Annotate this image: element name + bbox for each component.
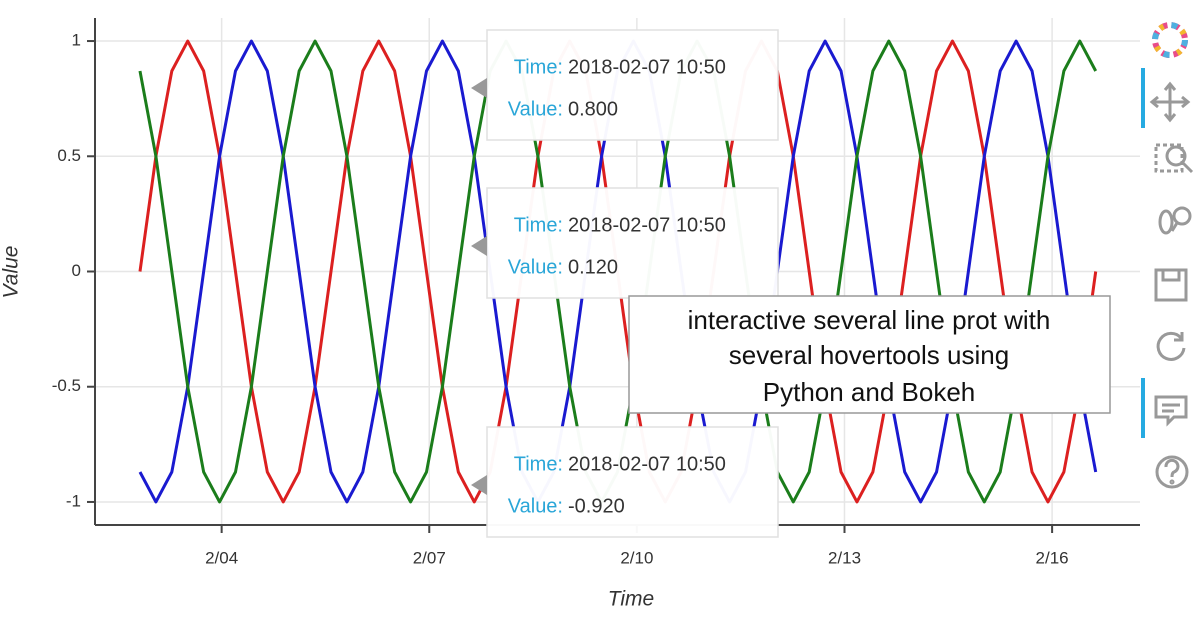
tooltip-box	[486, 187, 779, 299]
active-indicator	[1141, 378, 1145, 438]
tooltip-value: 0.120	[568, 256, 618, 278]
y-tick-label: 1	[72, 31, 81, 50]
toolbar	[1141, 22, 1194, 489]
x-tick-label: 2/04	[205, 548, 238, 567]
active-indicator	[1141, 68, 1145, 128]
x-tick-label: 2/10	[620, 548, 653, 567]
help-tool[interactable]	[1155, 455, 1189, 489]
logo-ring	[1152, 22, 1188, 58]
box-zoom-tool[interactable]	[1154, 143, 1194, 174]
x-tick-label: 2/07	[413, 548, 446, 567]
tooltip-time: 2018-02-07 10:50	[568, 56, 726, 78]
tooltip-time: 2018-02-07 10:50	[568, 453, 726, 475]
tooltip-arrow	[471, 236, 487, 256]
annotation-line: interactive several line prot with	[688, 305, 1051, 335]
annotation-frame	[628, 295, 1111, 414]
x-tick-label: 2/16	[1036, 548, 1069, 567]
tooltip-box	[486, 426, 779, 538]
wheel-zoom-tool[interactable]	[1158, 206, 1192, 235]
pan-tool[interactable]	[1149, 81, 1191, 123]
tooltip-label: Time:	[514, 453, 563, 475]
y-tick-label: -0.5	[52, 376, 81, 395]
y-axis-title: Value	[0, 246, 23, 299]
annotation-line: Python and Bokeh	[763, 377, 976, 407]
tooltip-label: Value:	[508, 495, 563, 517]
reset-tool[interactable]	[1156, 331, 1186, 361]
tooltip-value: -0.920	[568, 495, 625, 517]
x-tick-label: 2/13	[828, 548, 861, 567]
tooltip-label: Value:	[508, 256, 563, 278]
tooltip-label: Value:	[508, 98, 563, 120]
annotation-line: several hovertools using	[729, 340, 1009, 370]
tooltip-time: 2018-02-07 10:50	[568, 214, 726, 236]
annotation-box: interactive several line prot with sever…	[628, 295, 1111, 414]
y-tick-label: 0.5	[57, 146, 81, 165]
tooltip-arrow	[471, 78, 487, 98]
x-axis-title: Time	[608, 588, 654, 611]
y-tick-label: 0	[72, 261, 81, 280]
tooltip-label: Time:	[514, 56, 563, 78]
tooltip-box	[486, 29, 779, 141]
tooltip-value: 0.800	[568, 98, 618, 120]
hover-tool[interactable]	[1154, 395, 1188, 427]
tooltip-arrow	[471, 475, 487, 495]
save-tool[interactable]	[1154, 268, 1188, 302]
y-tick-label: -1	[66, 491, 81, 510]
tooltip-label: Time:	[514, 214, 563, 236]
bokeh-logo[interactable]	[1152, 22, 1188, 58]
